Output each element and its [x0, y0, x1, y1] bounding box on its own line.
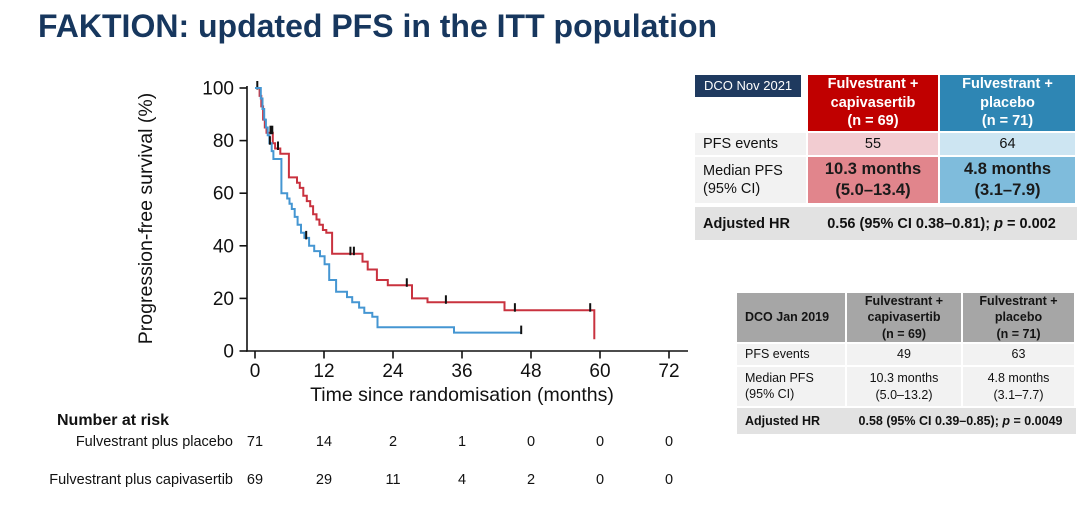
pfs-events-placebo-2019: 63 — [963, 344, 1074, 365]
pfs-events-capivasertib: 55 — [808, 133, 938, 155]
hr-p-italic: p — [994, 215, 1003, 232]
y-tick-label: 100 — [202, 79, 234, 100]
risk-count: 29 — [315, 472, 333, 488]
y-tick-label: 20 — [213, 289, 234, 310]
median-pfs-capivasertib-2019: 10.3 months (5.0–13.2) — [847, 367, 961, 406]
median-pfs-placebo: 4.8 months (3.1–7.9) — [940, 157, 1075, 203]
hr-value-text-2019: 0.58 (95% CI 0.39–0.85); — [858, 414, 1003, 428]
risk-row-label: Fulvestrant plus capivasertib — [49, 472, 233, 488]
dco-jan-2019-table: DCO Jan 2019 Fulvestrant + capivasertib … — [737, 293, 1076, 434]
pfs-events-placebo: 64 — [940, 133, 1075, 155]
risk-count: 0 — [595, 434, 605, 450]
adjusted-hr-label: Adjusted HR — [703, 215, 790, 232]
x-tick-label: 72 — [658, 361, 679, 382]
risk-row-label: Fulvestrant plus placebo — [75, 434, 233, 450]
adjusted-hr-row-2019: Adjusted HR 0.58 (95% CI 0.39–0.85); p =… — [737, 408, 1076, 434]
risk-count: 71 — [246, 434, 264, 450]
slide-title: FAKTION: updated PFS in the ITT populati… — [38, 8, 718, 44]
risk-count: 0 — [664, 472, 674, 488]
row-label-pfs-events-2019: PFS events — [737, 344, 845, 365]
risk-count: 0 — [664, 434, 674, 450]
dco-nov-2021-table: DCO Nov 2021 Fulvestrant + capivasertib … — [695, 75, 1077, 240]
y-axis-title: Progression-free survival (%) — [135, 93, 157, 344]
y-tick-label: 80 — [213, 131, 234, 152]
risk-table: Number at risk Fulvestrant plus placebo 7… — [0, 410, 720, 506]
dco-nov-2021-badge: DCO Nov 2021 — [695, 75, 802, 97]
dco-header-cell: DCO Nov 2021 — [695, 75, 806, 131]
risk-count: 2 — [388, 434, 398, 450]
adjusted-hr-label-2019: Adjusted HR — [745, 414, 820, 428]
x-tick-label: 36 — [451, 361, 472, 382]
hr-p-italic-2019: p — [1002, 414, 1010, 428]
row-label-median-pfs: Median PFS (95% CI) — [695, 157, 806, 203]
placebo-column-header-2019: Fulvestrant + placebo (n = 71) — [963, 293, 1074, 342]
adjusted-hr-row: Adjusted HR 0.56 (95% CI 0.38–0.81); p =… — [695, 207, 1077, 240]
x-tick-label: 12 — [313, 361, 334, 382]
km-curve-capivasertib — [255, 87, 596, 340]
risk-count: 4 — [457, 472, 467, 488]
hr-value-text: 0.56 (95% CI 0.38–0.81); — [827, 215, 995, 232]
capivasertib-column-header: Fulvestrant + capivasertib (n = 69) — [808, 75, 938, 131]
median-pfs-capivasertib: 10.3 months (5.0–13.4) — [808, 157, 938, 203]
y-tick-label: 0 — [223, 342, 234, 363]
placebo-column-header: Fulvestrant + placebo (n = 71) — [940, 75, 1075, 131]
x-tick-label: 24 — [382, 361, 404, 382]
x-tick-label: 60 — [589, 361, 610, 382]
median-pfs-placebo-2019: 4.8 months (3.1–7.7) — [963, 367, 1074, 406]
row-label-median-pfs-2019: Median PFS (95% CI) — [737, 367, 845, 406]
risk-table-heading: Number at risk — [57, 412, 170, 429]
hr-p-value-2019: = 0.0049 — [1010, 414, 1063, 428]
capivasertib-column-header-2019: Fulvestrant + capivasertib (n = 69) — [847, 293, 961, 342]
risk-count: 1 — [457, 434, 467, 450]
km-curve-placebo — [255, 87, 522, 334]
km-chart: 0 20 40 60 80 100 0 12 24 36 48 60 72 Time since rand… — [135, 79, 688, 406]
dco-jan-2019-header: DCO Jan 2019 — [737, 293, 845, 342]
risk-count: 0 — [526, 434, 536, 450]
adjusted-hr-value-2019: 0.58 (95% CI 0.39–0.85); p = 0.0049 — [845, 414, 1076, 428]
risk-count: 11 — [385, 472, 401, 488]
y-tick-label: 60 — [213, 184, 234, 205]
x-tick-label: 0 — [250, 361, 261, 382]
adjusted-hr-value: 0.56 (95% CI 0.38–0.81); p = 0.002 — [806, 216, 1077, 232]
risk-count: 2 — [526, 472, 536, 488]
hr-p-value: = 0.002 — [1002, 215, 1056, 232]
x-axis-title: Time since randomisation (months) — [310, 384, 614, 406]
x-tick-label: 48 — [520, 361, 541, 382]
risk-count: 14 — [315, 434, 333, 450]
risk-count: 69 — [246, 472, 264, 488]
pfs-events-capivasertib-2019: 49 — [847, 344, 961, 365]
risk-count: 0 — [595, 472, 605, 488]
y-tick-label: 40 — [213, 236, 234, 257]
row-label-pfs-events: PFS events — [695, 133, 806, 155]
